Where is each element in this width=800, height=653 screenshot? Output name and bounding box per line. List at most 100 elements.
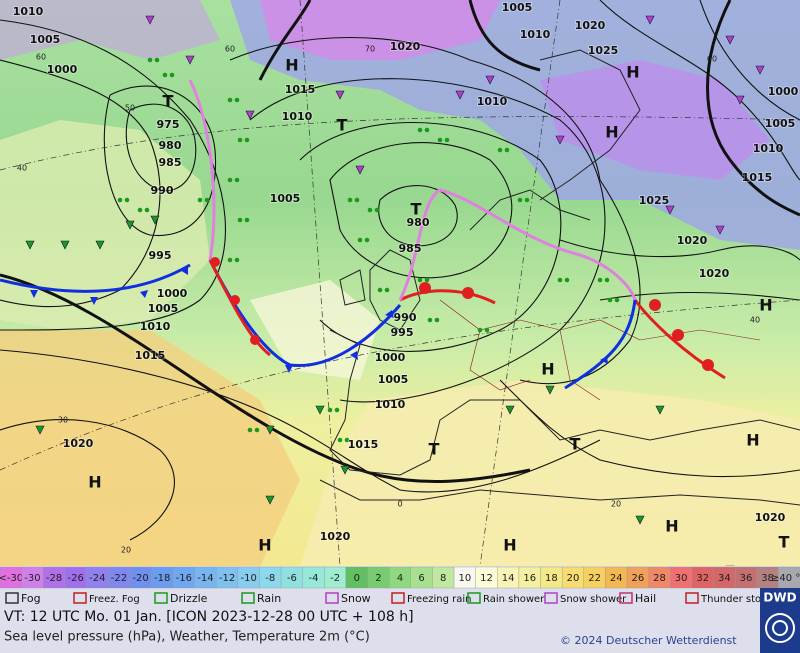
pressure-center: H (258, 536, 271, 555)
pressure-center: H (541, 360, 554, 379)
scale-label: -6 (287, 573, 297, 584)
temperature-contour-label: 20 (121, 546, 131, 555)
pressure-center: H (665, 517, 678, 536)
pressure-label: 980 (159, 139, 182, 152)
rain-symbol (614, 297, 620, 303)
rain-symbol (607, 297, 613, 303)
scale-label: 0 (354, 573, 360, 584)
rain-symbol (477, 327, 483, 333)
pressure-label: 1015 (135, 349, 166, 362)
shower-symbol (655, 405, 665, 415)
scale-label: -16 (176, 573, 192, 584)
warm-sector (250, 280, 380, 380)
scale-label: -30 (24, 573, 40, 584)
temperature-contour-label: 0 (397, 500, 402, 509)
shower-symbol (545, 385, 555, 395)
occlusion (188, 79, 216, 261)
rain-symbol (604, 277, 610, 283)
symbol-label: Rain shower (483, 594, 545, 605)
scale-label: 10 (458, 573, 471, 584)
rain-symbol (162, 72, 168, 78)
pressure-label: 985 (399, 242, 422, 255)
shower-symbol (265, 495, 275, 505)
mild-region-mediterranean (300, 380, 800, 566)
rain-symbol (154, 57, 160, 63)
cold-front (0, 263, 191, 293)
scale-label: ≥40 °C (771, 573, 800, 584)
pressure-label: 1025 (588, 44, 619, 57)
symbol-label: Thunder storm (700, 594, 775, 605)
symbol-icon (391, 592, 405, 604)
scale-label: -4 (309, 573, 319, 584)
temperature-contour-label: 40 (17, 164, 27, 173)
symbol-icon (619, 592, 633, 604)
symbol-label: Snow (341, 592, 371, 605)
scale-label: -20 (132, 573, 148, 584)
snow-shower-symbol (485, 75, 495, 85)
scale-label: -8 (265, 573, 275, 584)
rain-symbol (254, 427, 260, 433)
snow-shower-symbol (665, 205, 675, 215)
temperature-contour-label: 40 (750, 316, 760, 325)
scale-label: -2 (330, 573, 340, 584)
pressure-label: 1015 (348, 438, 379, 451)
scale-label: 34 (718, 573, 731, 584)
rain-symbol (347, 197, 353, 203)
scale-label: 24 (610, 573, 623, 584)
symbol-label: Rain (257, 592, 281, 605)
shower-symbol (25, 240, 35, 250)
rain-symbol (364, 237, 370, 243)
pressure-center: T (337, 116, 348, 135)
temperature-contour-label: 60 (707, 55, 717, 64)
pressure-label: 1010 (375, 398, 406, 411)
temperature-scale: <-30 -30 -28 -26 -24 -22 -20 -18 -16 -14 -12 -10 -8-… (0, 566, 800, 589)
rain-symbol (247, 427, 253, 433)
scale-label: 28 (653, 573, 666, 584)
pressure-label: 1010 (477, 95, 508, 108)
scale-label: 12 (480, 573, 493, 584)
rain-symbol (384, 287, 390, 293)
rain-symbol (444, 137, 450, 143)
rain-symbol (344, 437, 350, 443)
rain-symbol (564, 277, 570, 283)
scale-label: 30 (675, 573, 688, 584)
scale-label: -26 (68, 573, 84, 584)
pressure-label: 990 (394, 311, 417, 324)
rain-symbol (354, 197, 360, 203)
pressure-center: H (605, 123, 618, 142)
scale-label: 22 (588, 573, 601, 584)
dwd-logo-emblem (772, 620, 788, 636)
scale-label: -28 (46, 573, 62, 584)
map-labels: 1010 1005 1000 975 980 985 990 995 1000 1005 1010 1… (12, 0, 800, 555)
pressure-center: T (429, 440, 440, 459)
pressure-center: T (779, 533, 790, 552)
temperature-contour-label: 60 (36, 53, 46, 62)
temperature-contour-label: 70 (365, 45, 375, 54)
symbol-label: Drizzle (170, 592, 208, 605)
scale-label: -24 (89, 573, 105, 584)
pressure-label: 1005 (30, 33, 61, 46)
symbol-label: Freez. Fog (89, 594, 140, 605)
cold-front (564, 299, 637, 390)
scale-label: 8 (440, 573, 446, 584)
pressure-center: T (570, 435, 581, 454)
rain-symbol (327, 407, 333, 413)
rain-symbol (424, 277, 430, 283)
pressure-label: 1020 (575, 19, 606, 32)
pressure-label: 975 (157, 118, 180, 131)
warm-front (399, 289, 496, 305)
rain-symbol (524, 197, 530, 203)
rain-symbol (197, 197, 203, 203)
front-semicircles (210, 257, 714, 371)
pressure-label: 1005 (765, 117, 796, 130)
scale-label: <-30 (0, 573, 23, 584)
pressure-label: 1020 (320, 530, 351, 543)
rain-symbol (234, 177, 240, 183)
pressure-label: 1010 (520, 28, 551, 41)
pressure-label: 995 (149, 249, 172, 262)
pressure-center: H (285, 56, 298, 75)
pressure-center: H (503, 536, 516, 555)
pressure-center: T (163, 92, 174, 111)
snow-shower-symbol (645, 15, 655, 25)
